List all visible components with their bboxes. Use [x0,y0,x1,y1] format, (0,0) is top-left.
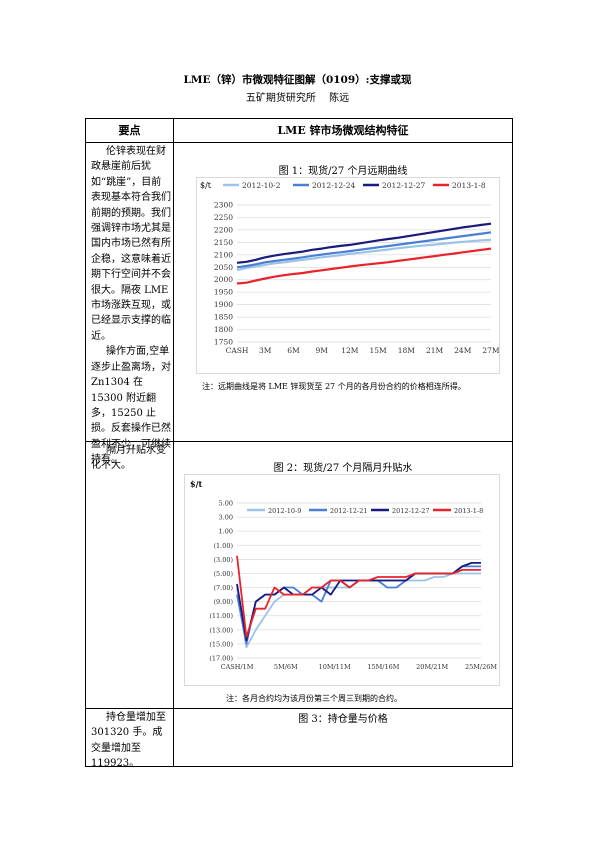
legend-label: 2012-12-27 [382,181,425,190]
chart2-frame: $/t 5.00 3.00 1.00 (1.00) (3.00) (5.00) (7.00) (… [184,474,500,686]
open-interest-paragraph: 持仓量增加至 301320 手。成交量增加至 119923。 [91,712,166,770]
y-tick-label: 2200 [214,225,233,234]
y-tick-label: (7.00) [213,584,233,592]
x-tick-label: 3M [259,346,272,355]
y-tick-label: 1750 [214,338,233,347]
series-line [236,247,492,285]
chart3-title: 图 3：持仓量与价格 [298,714,388,725]
y-tick-label: 2150 [214,238,233,247]
spread-paragraph: 隔月升贴水变化不大。 [91,445,166,472]
x-tick-label: 15M [369,346,387,355]
analysis-paragraph: 伦锌表现在财政悬崖前后犹如“跳崖”，目前表现基本符合我们前期的预期。我们强调锌市… [91,146,171,342]
row-divider [86,708,512,709]
y-unit-label: $/t [200,181,212,190]
x-tick-label: 21M [426,346,444,355]
y-tick-label: (11.00) [209,612,233,620]
y-tick-label: 2050 [214,263,233,272]
legend-label: 2013-1-8 [452,181,486,190]
y-tick-label: 1950 [214,288,233,297]
chart1-frame: $/t 1750 1800 1850 1900 1950 2000 2050 2100 2150 2… [196,177,500,374]
series-line [236,231,492,269]
legend-label: 2012-12-24 [312,181,355,190]
x-tick-label: 27M [482,346,499,355]
series-line [236,238,492,272]
x-tick-label: 25M/26M [465,663,497,671]
strategy-paragraph: 操作方面,空单逐步止盈离场，对 Zn1304 在 15300 附近翻多，1525… [91,346,171,466]
y-tick-label: 1850 [214,313,233,322]
y-tick-label: 1900 [214,300,233,309]
x-tick-label: CASH [226,346,249,355]
chart1-title: 图 1：现货/27 个月远期曲线 [278,166,408,177]
y-tick-label: (17.00) [209,655,233,663]
y-unit-label: $/t [190,479,202,489]
chart2-title: 图 2：现货/27 个月隔月升贴水 [273,463,413,474]
x-tick-label: 18M [398,346,416,355]
legend-label: 2012-12-21 [330,507,367,515]
y-tick-label: 1800 [214,325,233,334]
x-tick-label: 6M [287,346,300,355]
chart1-svg: $/t 1750 1800 1850 1900 1950 2000 2050 2100 2150 2… [200,181,500,355]
y-tick-label: 2100 [214,250,233,259]
author-line: 五矿期货研究所 陈远 [245,93,350,104]
x-tick-label: 9M [315,346,328,355]
x-tick-label: 12M [341,346,359,355]
y-tick-label: (13.00) [209,626,233,634]
y-tick-label: 3.00 [219,514,233,522]
col2-header: LME 锌市场微观结构特征 [277,124,409,137]
x-tick-label: 10M/11M [319,663,351,671]
series-line [236,572,481,649]
y-tick-label: (3.00) [213,556,233,564]
legend-label: 2012-10-2 [242,181,281,190]
y-tick-label: 5.00 [219,500,233,508]
series-line [236,565,481,645]
y-tick-label: (1.00) [213,542,233,550]
spread-text: 隔月升贴水变化不大。 [91,443,171,474]
x-tick-label: 15M/16M [367,663,399,671]
y-tick-label: 2000 [214,275,233,284]
report-table: 要点 LME 锌市场微观结构特征 伦锌表现在财政悬崖前后犹如“跳崖”，目前表现基… [85,118,513,769]
open-interest-text: 持仓量增加至 301320 手。成交量增加至 119923。 [91,710,171,772]
y-tick-label: 1.00 [219,528,233,536]
col1-header: 要点 [118,124,141,137]
series-line [236,222,492,264]
x-tick-label: CASH/1M [221,663,254,671]
x-tick-label: 24M [454,346,472,355]
y-tick-label: (9.00) [213,598,233,606]
chart2-svg: $/t 5.00 3.00 1.00 (1.00) (3.00) (5.00) (7.00) (… [190,479,497,671]
series-line [236,555,481,638]
legend-label: 2012-12-27 [392,507,429,515]
chart2-note: 注：各月合约均为该月份第三个周三到期的合约。 [226,694,402,703]
legend-label: 2012-10-9 [268,507,301,515]
x-tick-label: 5M/6M [274,663,298,671]
key-points-text: 伦锌表现在财政悬崖前后犹如“跳崖”，目前表现基本符合我们前期的预期。我们强调锌市… [91,144,171,468]
y-tick-label: 2250 [214,213,233,222]
y-tick-label: 2300 [214,201,233,210]
legend-label: 2013-1-8 [454,507,483,515]
row-divider [86,142,512,143]
x-tick-label: 20M/21M [416,663,448,671]
y-tick-label: (15.00) [209,640,233,648]
row-divider [86,441,512,442]
page-title: LME（锌）市微观特征图解（0109）:支撑或现 [183,74,412,86]
chart1-note: 注：远期曲线是将 LME 锌现货至 27 个月的各月份合约的价格相连所得。 [202,382,466,391]
column-divider [173,119,174,766]
y-tick-label: (5.00) [213,570,233,578]
